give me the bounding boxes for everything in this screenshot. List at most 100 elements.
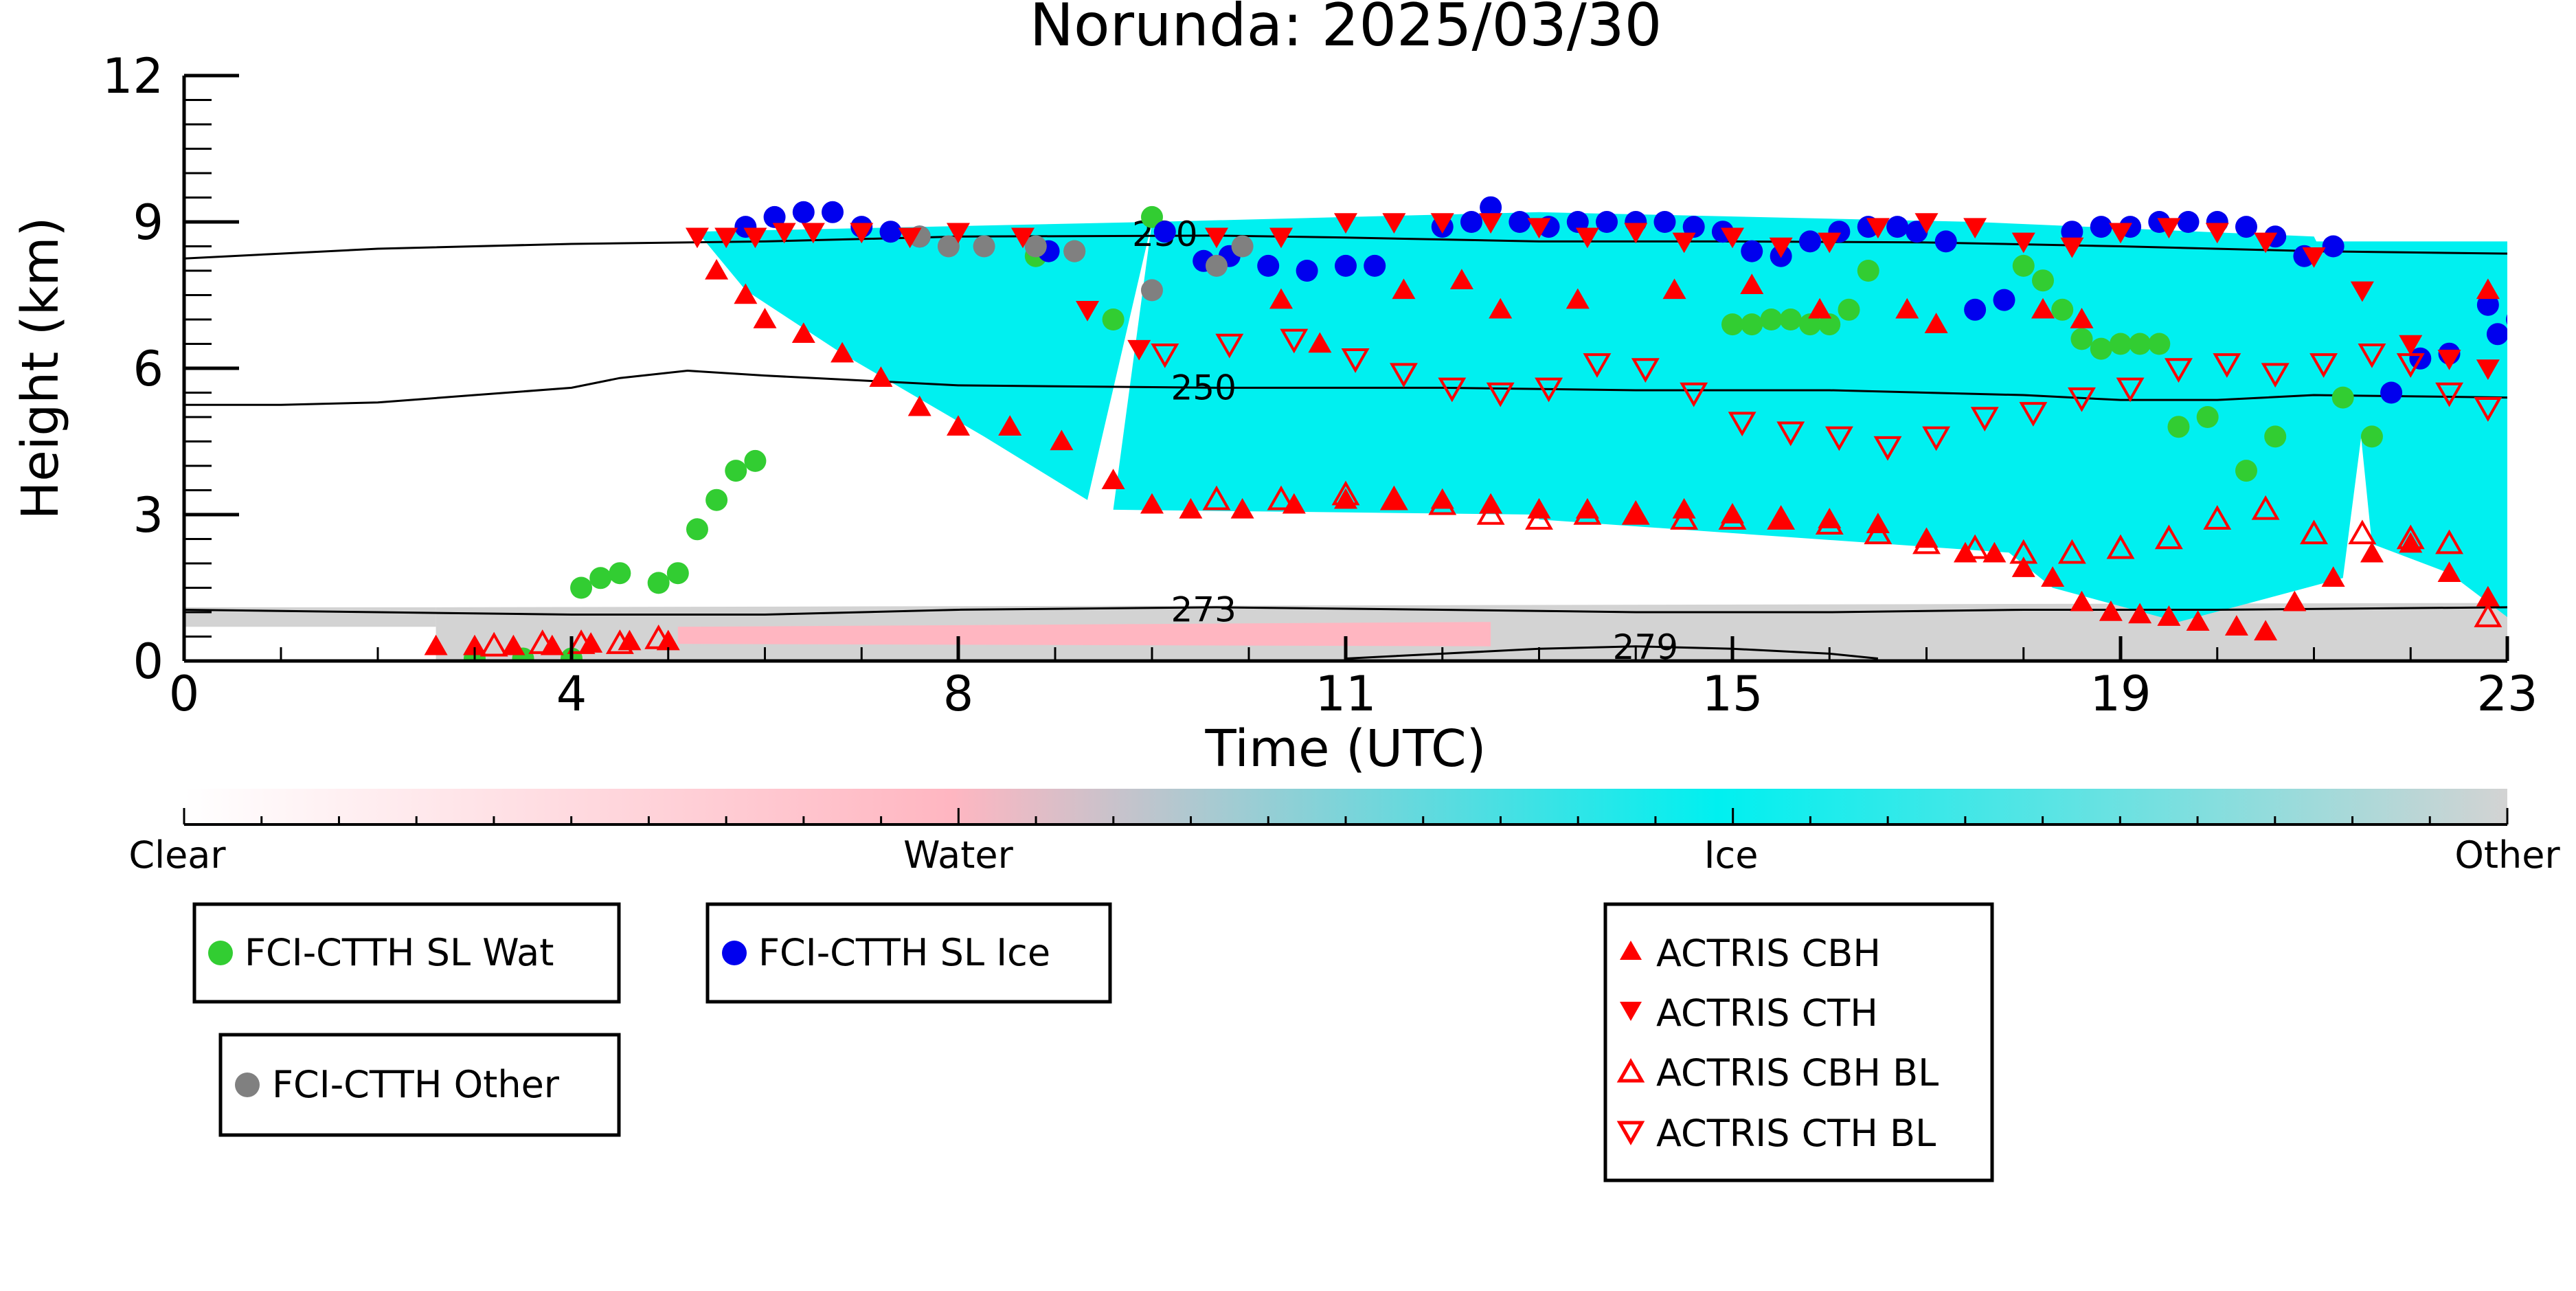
fci-ctth-sl-ice-point: [879, 221, 901, 243]
fci-ctth-sl-ice-point: [1799, 230, 1821, 252]
actris-cbh-point: [754, 308, 777, 328]
fci-ctth-sl-ice-point: [2506, 308, 2528, 330]
actris-cth-bl-point: [2515, 408, 2538, 429]
fci-ctth-sl-ice-point: [1257, 255, 1279, 277]
x-tick-label: 15: [1702, 666, 1763, 722]
actris-cbh-bl-point: [2515, 605, 2538, 626]
fci-ctth-sl-ice-point: [1964, 299, 1986, 321]
colorbar-label-other: Other: [2454, 833, 2560, 877]
ice-phase-region: [1114, 212, 1539, 515]
actris-cbh-point: [2283, 591, 2306, 611]
fci-ctth-sl-ice-point: [2090, 216, 2112, 238]
fci-ctth-sl-ice-point: [1993, 289, 2015, 311]
legend-label-cbh: ACTRIS CBH: [1656, 932, 1881, 975]
legend-box-ice: FCI-CTTH SL Ice: [708, 904, 1110, 1002]
isotherm-label-250: 250: [1171, 368, 1236, 407]
fci-ctth-sl-wat-point: [1780, 308, 1802, 330]
fci-ctth-sl-ice-point: [2235, 216, 2257, 238]
cloud-phase-field: [184, 212, 2576, 661]
actris-cth-bl-point: [2553, 335, 2576, 356]
fci-ctth-sl-wat-point: [2032, 269, 2054, 291]
fci-ctth-sl-ice-point: [1653, 211, 1675, 233]
legend-label-cth: ACTRIS CTH: [1656, 991, 1878, 1035]
fci-ctth-sl-wat-point: [744, 450, 766, 472]
x-tick-label: 8: [943, 666, 974, 722]
actris-cbh-point: [2515, 347, 2538, 368]
fci-ctth-sl-wat-point: [2361, 425, 2383, 447]
y-axis-label: Height (km): [11, 217, 70, 520]
fci-ctth-sl-wat-point: [2129, 333, 2151, 355]
fci-ctth-sl-ice-point: [2178, 211, 2200, 233]
fci-ctth-sl-wat-point: [1761, 308, 1783, 330]
x-tick-label: 23: [2476, 666, 2538, 722]
legend-label-other: FCI-CTTH Other: [272, 1063, 560, 1106]
actris-cbh-point: [2573, 352, 2576, 372]
fci-ctth-sl-wat-point: [2148, 333, 2170, 355]
isotherm-label-273: 273: [1171, 590, 1236, 629]
y-tick-label: 9: [133, 194, 163, 251]
fci-ctth-sl-wat-point: [1103, 308, 1125, 330]
colorbar-label-clear: Clear: [128, 833, 226, 877]
fci-ctth-sl-ice-point: [1154, 221, 1176, 243]
fci-ctth-sl-ice-point: [793, 201, 815, 223]
fci-ctth-sl-ice-point: [2544, 265, 2566, 287]
legends: FCI-CTTH SL Wat FCI-CTTH SL Ice FCI-CTTH…: [194, 904, 1992, 1180]
y-tick-label: 12: [102, 48, 163, 104]
legend-label-wat: FCI-CTTH SL Wat: [245, 931, 554, 974]
x-tick-label: 19: [2090, 666, 2151, 722]
legend-marker-other: [235, 1073, 260, 1097]
chart-title: Norunda: 2025/03/30: [1030, 0, 1662, 60]
fci-ctth-sl-wat-point: [609, 562, 631, 584]
fci-ctth-sl-ice-point: [1335, 255, 1357, 277]
fci-ctth-sl-ice-point: [1364, 255, 1386, 277]
actris-cth-point: [2515, 355, 2538, 375]
fci-ctth-sl-ice-point: [2564, 469, 2576, 491]
colorbar-label-ice: Ice: [1704, 833, 1759, 877]
fci-ctth-sl-wat-point: [2197, 406, 2219, 428]
x-tick-label: 11: [1315, 666, 1376, 722]
fci-ctth-sl-wat-point: [2110, 333, 2132, 355]
fci-ctth-sl-wat-point: [1838, 299, 1860, 321]
fci-ctth-other-point: [1206, 255, 1228, 277]
fci-ctth-sl-wat-point: [589, 567, 611, 589]
fci-ctth-sl-wat-point: [667, 562, 689, 584]
actris-cth-point: [2553, 374, 2576, 395]
fci-ctth-other-point: [1141, 279, 1163, 301]
y-tick-label: 0: [133, 633, 163, 690]
legend-box-actris: ACTRIS CBH ACTRIS CTH ACTRIS CBH BL ACTR…: [1605, 904, 1992, 1180]
fci-ctth-sl-ice-point: [1509, 211, 1530, 233]
legend-label-ice: FCI-CTTH SL Ice: [758, 931, 1050, 974]
fci-ctth-sl-ice-point: [1741, 240, 1763, 262]
fci-ctth-sl-ice-point: [2323, 236, 2345, 258]
legend-label-cth-bl: ACTRIS CTH BL: [1656, 1112, 1936, 1155]
x-tick-label: 4: [556, 666, 587, 722]
x-tick-label: 0: [169, 666, 200, 722]
fci-ctth-sl-wat-point: [725, 460, 747, 482]
fci-ctth-sl-wat-point: [2235, 460, 2257, 482]
fci-ctth-sl-wat-point: [2090, 338, 2112, 360]
fci-ctth-sl-wat-point: [1721, 313, 1743, 335]
y-tick-label: 3: [133, 487, 163, 543]
fci-ctth-sl-ice-point: [2487, 323, 2509, 345]
legend-box-wat: FCI-CTTH SL Wat: [194, 904, 619, 1002]
fci-ctth-sl-wat-point: [2071, 328, 2093, 350]
fci-ctth-sl-ice-point: [1596, 211, 1618, 233]
legend-box-other: FCI-CTTH Other: [221, 1035, 619, 1135]
fci-ctth-sl-wat-point: [1741, 313, 1763, 335]
fci-ctth-other-point: [1232, 236, 1254, 258]
legend-marker-ice: [722, 941, 747, 965]
x-axis-label: Time (UTC): [1204, 719, 1486, 778]
colorbar: Clear Water Ice Other: [128, 789, 2560, 877]
fci-ctth-sl-wat-point: [2332, 387, 2354, 409]
fci-ctth-sl-wat-point: [686, 518, 708, 540]
fci-ctth-sl-ice-point: [1935, 230, 1957, 252]
fci-ctth-sl-ice-point: [1460, 211, 1482, 233]
fci-ctth-sl-wat-point: [570, 577, 592, 599]
legend-marker-wat: [208, 941, 233, 965]
fci-ctth-sl-ice-point: [2525, 260, 2547, 282]
actris-cbh-bl-point: [2553, 537, 2576, 558]
fci-ctth-other-point: [973, 236, 995, 258]
fci-ctth-sl-wat-point: [1857, 260, 1879, 282]
